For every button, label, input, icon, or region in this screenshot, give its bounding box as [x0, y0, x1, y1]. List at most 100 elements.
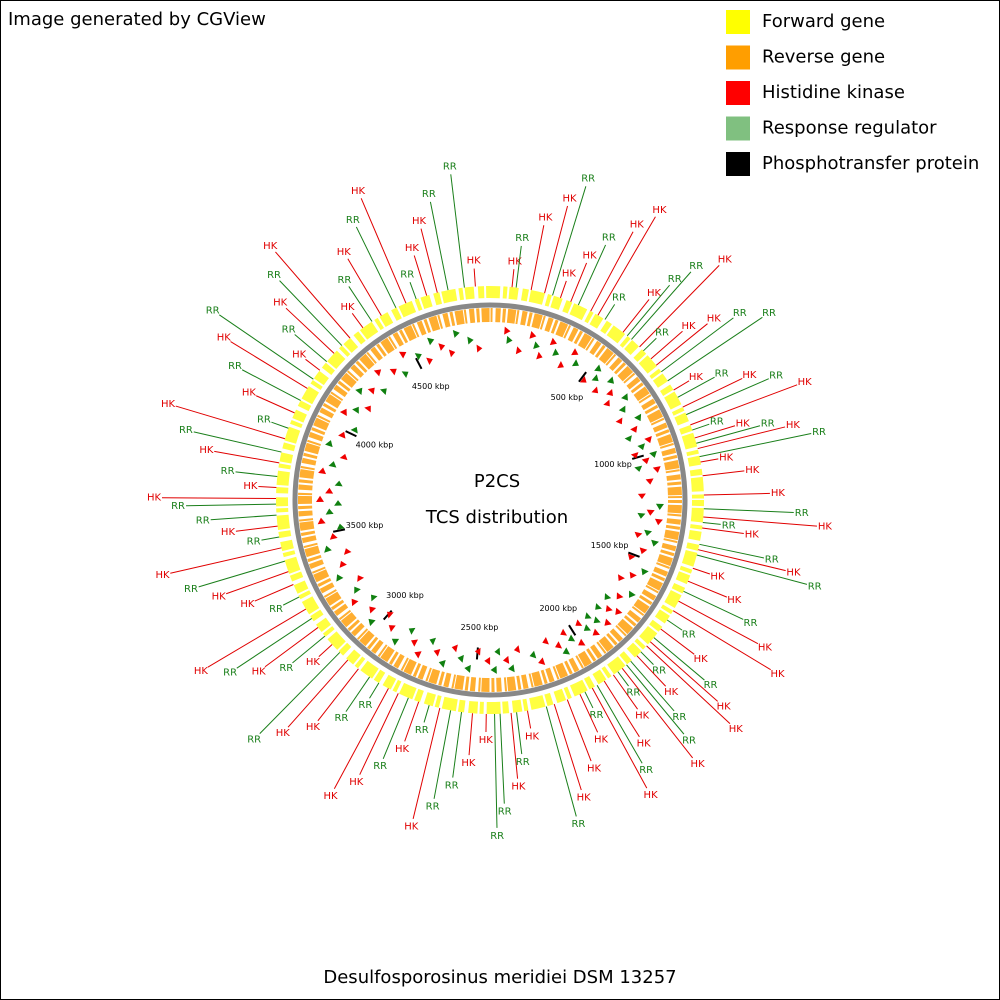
feature-connector	[287, 659, 349, 728]
scale-tick	[578, 371, 587, 383]
feature-connector	[404, 701, 420, 742]
feature-label: HK	[349, 777, 364, 788]
feature-arrow	[615, 607, 623, 615]
feature-connector	[655, 323, 708, 366]
feature-label: HK	[563, 193, 578, 204]
feature-connector	[526, 710, 532, 729]
feature-connector	[703, 508, 794, 513]
feature-label: RR	[733, 308, 747, 319]
feature-label: HK	[276, 728, 291, 739]
feature-label: RR	[761, 419, 775, 430]
feature-arrow	[324, 545, 332, 553]
feature-connector	[235, 525, 278, 532]
feature-arrow	[618, 574, 625, 581]
feature-label: HK	[644, 790, 659, 801]
feature-connector	[694, 425, 736, 439]
feature-connector	[702, 522, 721, 525]
feature-label: HK	[467, 256, 482, 267]
feature-label: RR	[682, 735, 696, 746]
feature-connector	[591, 687, 648, 789]
feature-arrow	[571, 348, 579, 356]
feature-label: RR	[171, 501, 185, 512]
feature-label: HK	[508, 256, 523, 267]
feature-label: HK	[689, 372, 704, 383]
scale-tick	[332, 528, 346, 533]
feature-label: HK	[707, 314, 722, 325]
feature-connector	[696, 425, 761, 444]
feature-arrow	[467, 336, 474, 345]
feature-arrow	[364, 405, 371, 413]
feature-label: HK	[404, 822, 419, 833]
feature-arrow	[334, 480, 343, 487]
feature-connector	[345, 676, 370, 712]
feature-connector	[530, 225, 545, 291]
feature-arrow	[575, 619, 583, 626]
feature-arrow	[630, 452, 639, 459]
scale-tick	[345, 430, 357, 438]
feature-arrow	[336, 523, 345, 530]
legend-swatch	[726, 116, 750, 141]
feature-arrow	[652, 466, 661, 473]
feature-connector	[423, 705, 430, 723]
feature-arrow	[555, 641, 563, 649]
feature-connector	[292, 635, 326, 664]
feature-connector	[351, 313, 364, 329]
feature-connector	[544, 205, 569, 294]
feature-connector	[697, 426, 786, 450]
feature-label: HK	[147, 493, 162, 504]
feature-arrow	[438, 343, 446, 351]
feature-arrow	[630, 425, 638, 433]
feature-connector	[692, 567, 711, 575]
feature-label: RR	[400, 270, 414, 281]
feature-label: RR	[337, 275, 351, 286]
feature-connector	[621, 667, 694, 759]
scale-label: 3500 kbp	[346, 521, 384, 530]
feature-arrow	[451, 644, 458, 653]
feature-arrow	[637, 443, 645, 451]
feature-label: RR	[715, 368, 729, 379]
feature-label: RR	[223, 668, 237, 679]
feature-label: HK	[718, 255, 733, 266]
feature-arrow	[644, 529, 653, 537]
feature-connector	[700, 458, 719, 463]
feature-label: RR	[744, 618, 758, 629]
feature-connector	[360, 198, 407, 304]
feature-connector	[692, 423, 710, 431]
feature-connector	[413, 255, 428, 296]
feature-arrow	[603, 399, 610, 407]
feature-connector	[409, 282, 417, 300]
feature-label: RR	[490, 831, 504, 842]
feature-arrow	[325, 508, 334, 515]
feature-arrow	[616, 592, 624, 600]
legend-swatch	[726, 81, 750, 105]
scale-label: 4500 kbp	[412, 382, 450, 391]
feature-connector	[218, 314, 314, 380]
feature-arrow	[584, 612, 592, 619]
feature-arrow	[369, 606, 377, 614]
feature-label: HK	[710, 572, 725, 583]
feature-arrow	[627, 553, 636, 561]
feature-connector	[626, 284, 670, 337]
feature-arrow	[494, 647, 501, 656]
feature-connector	[650, 330, 683, 360]
feature-label: HK	[217, 332, 232, 343]
feature-arrow	[536, 351, 543, 360]
feature-arrow	[448, 349, 456, 358]
legend-label: Reverse gene	[762, 47, 885, 68]
feature-connector	[612, 674, 638, 710]
feature-label: HK	[240, 599, 255, 610]
feature-connector	[510, 712, 519, 779]
feature-arrow	[339, 408, 347, 417]
feature-connector	[162, 497, 277, 500]
feature-label: HK	[681, 321, 696, 332]
feature-label: RR	[808, 581, 822, 592]
scale-tick	[631, 454, 644, 460]
feature-arrow	[562, 647, 570, 655]
feature-connector	[452, 712, 463, 778]
feature-arrow	[411, 639, 418, 647]
feature-connector	[255, 395, 295, 414]
legend-swatch	[726, 45, 750, 70]
feature-connector	[584, 691, 594, 709]
feature-label: RR	[358, 700, 372, 711]
feature-arrow	[386, 611, 394, 619]
